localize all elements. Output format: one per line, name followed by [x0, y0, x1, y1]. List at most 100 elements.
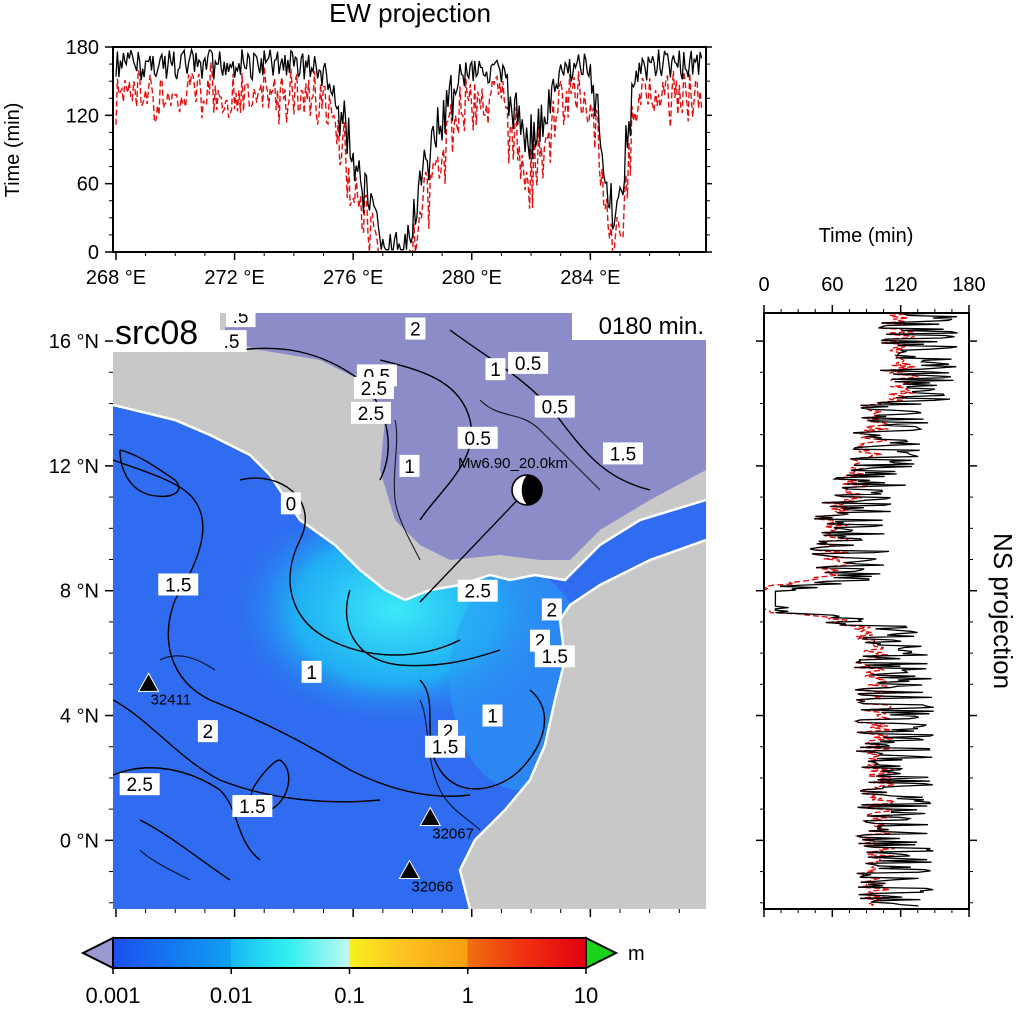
time-label: 0180 min. — [599, 313, 704, 340]
colorbar-under-arrow — [80, 936, 114, 970]
contour-label-text: 1 — [404, 457, 415, 478]
contour-label-text: .5 — [233, 307, 249, 328]
ew-y-tick-label: 180 — [66, 37, 99, 59]
contour-label: 1 — [399, 454, 420, 478]
station-marker[interactable]: 32067 — [419, 806, 474, 843]
contour-label-text: 2.5 — [358, 404, 384, 425]
ew-x-tick-label: 268 °E — [86, 267, 146, 289]
station-triangle-icon — [137, 672, 160, 692]
source-annotation: Mw6.90_20.0km — [458, 455, 568, 472]
contour-label: 0.5 — [457, 426, 498, 450]
station-id: 32066 — [412, 879, 454, 896]
contour-label: .5 — [225, 307, 256, 328]
ew-x-tick-label: 272 °E — [204, 267, 264, 289]
ns-x-axis-label: Time (min) — [819, 225, 914, 247]
contour-label-text: 2.5 — [361, 379, 387, 400]
contour-label-background — [353, 376, 394, 399]
contour-label-text: 1.5 — [610, 444, 636, 465]
focal-mechanism: Mw6.90_20.0km — [458, 455, 568, 506]
ew-y-axis: 0 60 120 180 — [66, 37, 712, 264]
contour-label-text: 1.5 — [165, 575, 191, 596]
lat-tick-label: 4 °N — [60, 706, 99, 728]
ew-series-dashed — [115, 62, 703, 252]
lat-tick-label: 8 °N — [60, 581, 99, 603]
station-marker[interactable]: 32066 — [398, 859, 454, 896]
contour-label-text: 1.5 — [432, 738, 458, 759]
contour-label: 1.5 — [534, 645, 575, 668]
colorbar-tick-label: 10 — [574, 983, 598, 1008]
contour-label-background — [197, 720, 218, 743]
contour-label: 1 — [485, 358, 506, 381]
contour-label-text: 1 — [487, 707, 498, 728]
station-triangle-icon — [398, 859, 421, 880]
ew-x-tick-label: 280 °E — [442, 267, 502, 289]
colorbar-ticks: 0.001 0.01 0.1 1 10 — [85, 968, 598, 1008]
ew-panel-title: EW projection — [329, 0, 491, 28]
contour-label-text: 0.5 — [464, 429, 490, 450]
map-longitude-ticks — [115, 909, 680, 917]
ns-x-tick-label: 120 — [884, 274, 917, 296]
ns-x-tick-label: 0 — [758, 274, 769, 296]
colorbar: m 0.001 0.01 0.1 1 10 — [80, 936, 645, 1008]
dart-stations: 32411 32067 32066 — [137, 672, 474, 896]
ew-y-tick-label: 60 — [77, 174, 99, 196]
ns-y-axis — [756, 340, 977, 904]
contour-label-text: 0.5 — [542, 398, 568, 419]
source-label-box: src08 — [110, 312, 220, 352]
time-label-background — [572, 312, 706, 340]
contour-label-text: 2 — [203, 722, 214, 743]
contour-label-background — [602, 442, 643, 465]
contour-label-background — [301, 660, 322, 683]
colorbar-tick-label: 0.1 — [334, 983, 365, 1008]
ns-projection-panel: Time (min) NS projection 0 60 120 180 — [756, 225, 1017, 917]
contour-label-text: 2 — [443, 722, 454, 743]
contour-label-background — [425, 735, 466, 758]
contour-label-text: 2 — [410, 320, 421, 341]
colorbar-tick-label: 0.001 — [85, 983, 140, 1008]
contour-label: 2 — [405, 317, 426, 341]
contour-label-text: 2 — [547, 600, 558, 621]
beachball-compression-quadrant — [521, 475, 542, 505]
contour-label-text: 0.5 — [515, 354, 541, 375]
ns-series-solid — [774, 313, 958, 907]
contour-label: 1.5 — [232, 795, 273, 818]
ew-x-tick-label: 276 °E — [323, 267, 383, 289]
contour-label: 1.5 — [425, 735, 466, 759]
contour-label: 2 — [541, 598, 562, 621]
contour-label-text: 0 — [286, 494, 297, 515]
colorbar-tick-label: 1 — [462, 983, 474, 1008]
contour-labels: .5.520.510.52.52.50.50.51.5101.52.5221.5… — [119, 307, 643, 818]
ew-series-solid — [115, 47, 703, 251]
contour-label: 2.5 — [457, 579, 498, 603]
ew-y-tick-label: 0 — [88, 242, 99, 264]
contour-label-background — [119, 773, 160, 796]
source-label-background — [110, 312, 220, 352]
contour-label-text: 1.5 — [542, 647, 568, 668]
contour-label-background — [232, 795, 273, 818]
contour-label-background — [457, 426, 498, 449]
contour-label: 2 — [197, 720, 218, 743]
colorbar-scale — [112, 937, 587, 969]
contour-label-text: 2 — [535, 632, 546, 653]
contour-label-background — [350, 401, 391, 424]
contour-label-background — [508, 351, 549, 374]
ns-frame — [763, 312, 970, 910]
station-marker[interactable]: 32411 — [137, 672, 192, 708]
contour-label: 1 — [301, 660, 322, 684]
contour-label-text: 1 — [490, 360, 501, 381]
ns-series-dashed — [764, 313, 920, 907]
contour-label: 2.5 — [353, 376, 394, 400]
contour-label-text: 2.5 — [126, 775, 152, 796]
contour-label-text: 2.5 — [464, 582, 490, 603]
contour-label-background — [158, 573, 199, 596]
ns-x-tick-label: 180 — [952, 274, 985, 296]
ns-x-axis: 0 60 120 180 — [758, 274, 986, 917]
contour-label: 1.5 — [602, 442, 643, 465]
colorbar-unit: m — [628, 943, 645, 965]
contour-label-background — [485, 358, 506, 381]
contour-label-background — [399, 454, 420, 477]
contour-label-background — [457, 579, 498, 602]
land-south-america — [460, 540, 706, 909]
ns-x-tick-label: 60 — [821, 274, 843, 296]
